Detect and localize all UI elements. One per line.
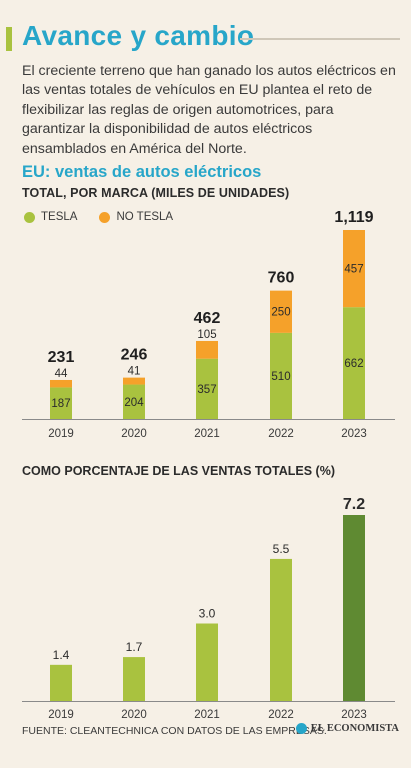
x-tick-2020: 2020: [121, 428, 147, 440]
legend-item-tesla: TESLA: [24, 211, 77, 223]
bar-tesla-2019: [50, 387, 72, 419]
pct-x-tick-2020: 2020: [121, 709, 147, 721]
legend-swatch-tesla: [24, 211, 35, 223]
pct-x-tick-2023: 2023: [341, 709, 367, 721]
x-tick-2019: 2019: [48, 428, 74, 440]
pct-x-tick-2019: 2019: [48, 709, 74, 721]
total-label-2023: 1,119: [334, 209, 373, 226]
intro-text: El creciente terreno que han ganado los …: [22, 63, 396, 157]
brand-logo-icon: [295, 723, 307, 734]
pct-bar-2021: [196, 623, 218, 701]
value-label-no-tesla-2022: 250: [271, 307, 290, 319]
bar-no-tesla-2023: [343, 230, 365, 308]
bar-tesla-2020: [123, 384, 145, 419]
brand-name: EL ECONOMISTA: [310, 723, 399, 734]
brand: EL ECONOMISTA: [295, 723, 399, 734]
chart2-title: COMO PORCENTAJE DE LAS VENTAS TOTALES (%…: [22, 464, 335, 478]
title-divider: [240, 38, 400, 40]
x-tick-2022: 2022: [268, 428, 294, 440]
value-label-no-tesla-2023: 457: [344, 264, 363, 276]
section-title: EU: ventas de autos eléctricos: [22, 163, 262, 181]
pct-bar-2020: [123, 657, 145, 701]
total-label-2021: 462: [194, 310, 221, 327]
title-accent-bar: [6, 27, 12, 51]
value-label-tesla-2022: 510: [271, 371, 290, 383]
pct-bar-2022: [270, 558, 292, 701]
pct-label-2022: 5.5: [273, 542, 290, 556]
value-label-no-tesla-2021: 105: [197, 329, 216, 341]
pct-label-2019: 1.4: [53, 648, 70, 662]
pct-bar-2019: [50, 664, 72, 701]
chart1-title: TOTAL, POR MARCA (MILES DE UNIDADES): [22, 186, 290, 200]
bar-no-tesla-2020: [123, 377, 145, 385]
value-label-no-tesla-2019: 44: [55, 368, 68, 380]
x-tick-2023: 2023: [341, 428, 367, 440]
value-label-tesla-2023: 662: [344, 358, 363, 370]
bar-tesla-2021: [196, 358, 218, 419]
page-title: Avance y cambio: [22, 20, 255, 51]
pct-label-2021: 3.0: [199, 607, 216, 621]
bar-tesla-2023: [343, 307, 365, 419]
bar-tesla-2022: [270, 332, 292, 419]
legend-item-no-tesla: NO TESLA: [99, 211, 173, 223]
bar-no-tesla-2019: [50, 379, 72, 388]
pct-bar-2023: [343, 515, 365, 701]
pct-label-2020: 1.7: [126, 640, 143, 654]
legend-label-tesla: TESLA: [41, 211, 78, 223]
value-label-tesla-2019: 187: [51, 398, 70, 410]
total-label-2019: 231: [48, 349, 75, 366]
bar-no-tesla-2022: [270, 290, 292, 333]
x-tick-2021: 2021: [194, 428, 220, 440]
source-note: FUENTE: CLEANTECHNICA CON DATOS DE LAS E…: [22, 725, 327, 737]
pct-x-tick-2021: 2021: [194, 709, 220, 721]
legend-swatch-no-tesla: [99, 211, 111, 223]
pct-x-tick-2022: 2022: [268, 709, 294, 721]
bar-no-tesla-2021: [196, 340, 218, 359]
total-label-2020: 246: [121, 347, 148, 364]
total-label-2022: 760: [268, 270, 295, 287]
value-label-tesla-2020: 204: [124, 397, 144, 409]
value-label-no-tesla-2020: 41: [128, 366, 141, 378]
pct-label-2023: 7.2: [343, 496, 365, 513]
legend: TESLA NO TESLA: [24, 211, 189, 223]
legend-label-no-tesla: NO TESLA: [116, 211, 174, 223]
value-label-tesla-2021: 357: [197, 384, 216, 396]
